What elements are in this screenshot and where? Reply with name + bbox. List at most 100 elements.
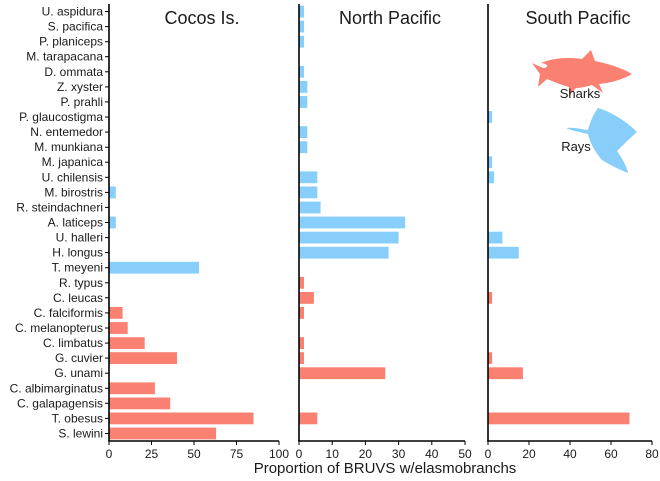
legend: Sharks Rays — [532, 50, 637, 173]
species-label: M. japanica — [42, 155, 104, 169]
species-label: A. laticeps — [48, 216, 103, 230]
bar — [299, 412, 318, 425]
bar — [299, 35, 304, 48]
x-tick-label: 50 — [187, 447, 201, 461]
bar — [299, 201, 321, 214]
x-tick-label: 10 — [326, 447, 340, 461]
bar — [299, 367, 386, 380]
species-label: M. tarapacana — [26, 50, 103, 64]
shark-icon — [532, 50, 632, 96]
bar — [299, 141, 308, 154]
species-label: D. ommata — [44, 65, 103, 79]
species-label: M. munkiana — [34, 140, 103, 154]
x-tick-label: 40 — [563, 447, 577, 461]
species-label: U. halleri — [56, 231, 103, 245]
bar — [299, 5, 304, 18]
bar — [109, 412, 254, 425]
bar — [109, 216, 116, 229]
bar — [488, 367, 523, 380]
panel-title: South Pacific — [525, 8, 630, 28]
species-label: C. melanopterus — [15, 321, 103, 335]
bar — [299, 337, 304, 349]
species-label: C. galapagensis — [17, 396, 103, 410]
bar — [109, 322, 128, 334]
species-label: C. falciformis — [34, 306, 103, 320]
species-label: C. albimarginatus — [10, 381, 103, 395]
species-label: H. longus — [52, 246, 103, 260]
bar — [299, 126, 308, 138]
bar — [109, 186, 116, 199]
species-label: S. pacifica — [48, 20, 104, 34]
bar — [299, 81, 308, 93]
bar — [299, 352, 304, 364]
x-tick-label: 100 — [269, 447, 289, 461]
x-tick-label: 75 — [230, 447, 244, 461]
x-axis-label: Proportion of BRUVS w/elasmobranchs — [254, 460, 517, 477]
bar — [299, 276, 304, 289]
bar — [109, 352, 177, 364]
panel: 0 10 20 30 40 50 North Pacific — [296, 4, 472, 461]
bar — [299, 292, 314, 304]
bar — [299, 246, 389, 259]
bar — [109, 382, 155, 395]
x-tick-label: 20 — [522, 447, 536, 461]
x-tick-label: 30 — [392, 447, 406, 461]
bar — [299, 171, 318, 184]
species-label: U. aspidura — [42, 5, 104, 19]
species-label: R. typus — [59, 276, 103, 290]
bar — [299, 96, 308, 108]
x-tick-label: 80 — [645, 447, 659, 461]
bar — [109, 427, 217, 440]
bar — [299, 216, 406, 229]
species-label: G. unami — [54, 366, 103, 380]
x-tick-label: 50 — [458, 447, 472, 461]
bar — [488, 111, 493, 123]
panel-title: North Pacific — [339, 8, 441, 28]
species-label: C. limbatus — [43, 336, 103, 350]
species-label: S. lewini — [58, 427, 103, 441]
panel: 0 20 40 60 80 South Pacific — [485, 4, 659, 461]
bar — [299, 20, 304, 33]
species-label: T. meyeni — [52, 261, 103, 275]
species-label: P. prahli — [61, 95, 103, 109]
x-tick-label: 0 — [106, 447, 113, 461]
x-tick-label: 25 — [145, 447, 159, 461]
bar — [488, 352, 493, 364]
bar — [299, 65, 304, 78]
species-label: U. chilensis — [42, 170, 103, 184]
bar — [488, 171, 495, 184]
x-tick-label: 20 — [359, 447, 373, 461]
x-tick-label: 40 — [425, 447, 439, 461]
species-label: Z. xyster — [57, 80, 103, 94]
bar — [299, 231, 399, 244]
bar — [488, 412, 630, 425]
bar — [109, 261, 200, 274]
bar — [109, 397, 171, 410]
bar — [109, 337, 145, 349]
species-label: N. entemedor — [30, 125, 103, 139]
bar — [299, 307, 304, 319]
bar — [488, 156, 493, 169]
x-tick-label: 0 — [296, 447, 303, 461]
panel-title: Cocos Is. — [164, 8, 239, 28]
legend-sharks-label: Sharks — [560, 86, 601, 101]
x-tick-label: 60 — [604, 447, 618, 461]
species-label: G. cuvier — [55, 351, 103, 365]
legend-rays-label: Rays — [561, 139, 591, 154]
ray-icon — [566, 108, 637, 173]
bar — [109, 307, 123, 319]
species-label: R. steindachneri — [16, 200, 103, 214]
species-label: P. planiceps — [39, 35, 103, 49]
chart-panels: 0 25 50 75 100 Cocos Is. 0 10 20 30 40 50 North Paci… — [105, 4, 659, 461]
species-label: T. obesus — [52, 411, 103, 425]
bar — [488, 231, 503, 244]
bar — [488, 292, 493, 304]
x-tick-label: 0 — [485, 447, 492, 461]
species-label: P. glaucostigma — [19, 110, 103, 124]
species-label: C. leucas — [53, 291, 103, 305]
bar — [299, 186, 318, 199]
species-label: M. birostris — [44, 185, 103, 199]
